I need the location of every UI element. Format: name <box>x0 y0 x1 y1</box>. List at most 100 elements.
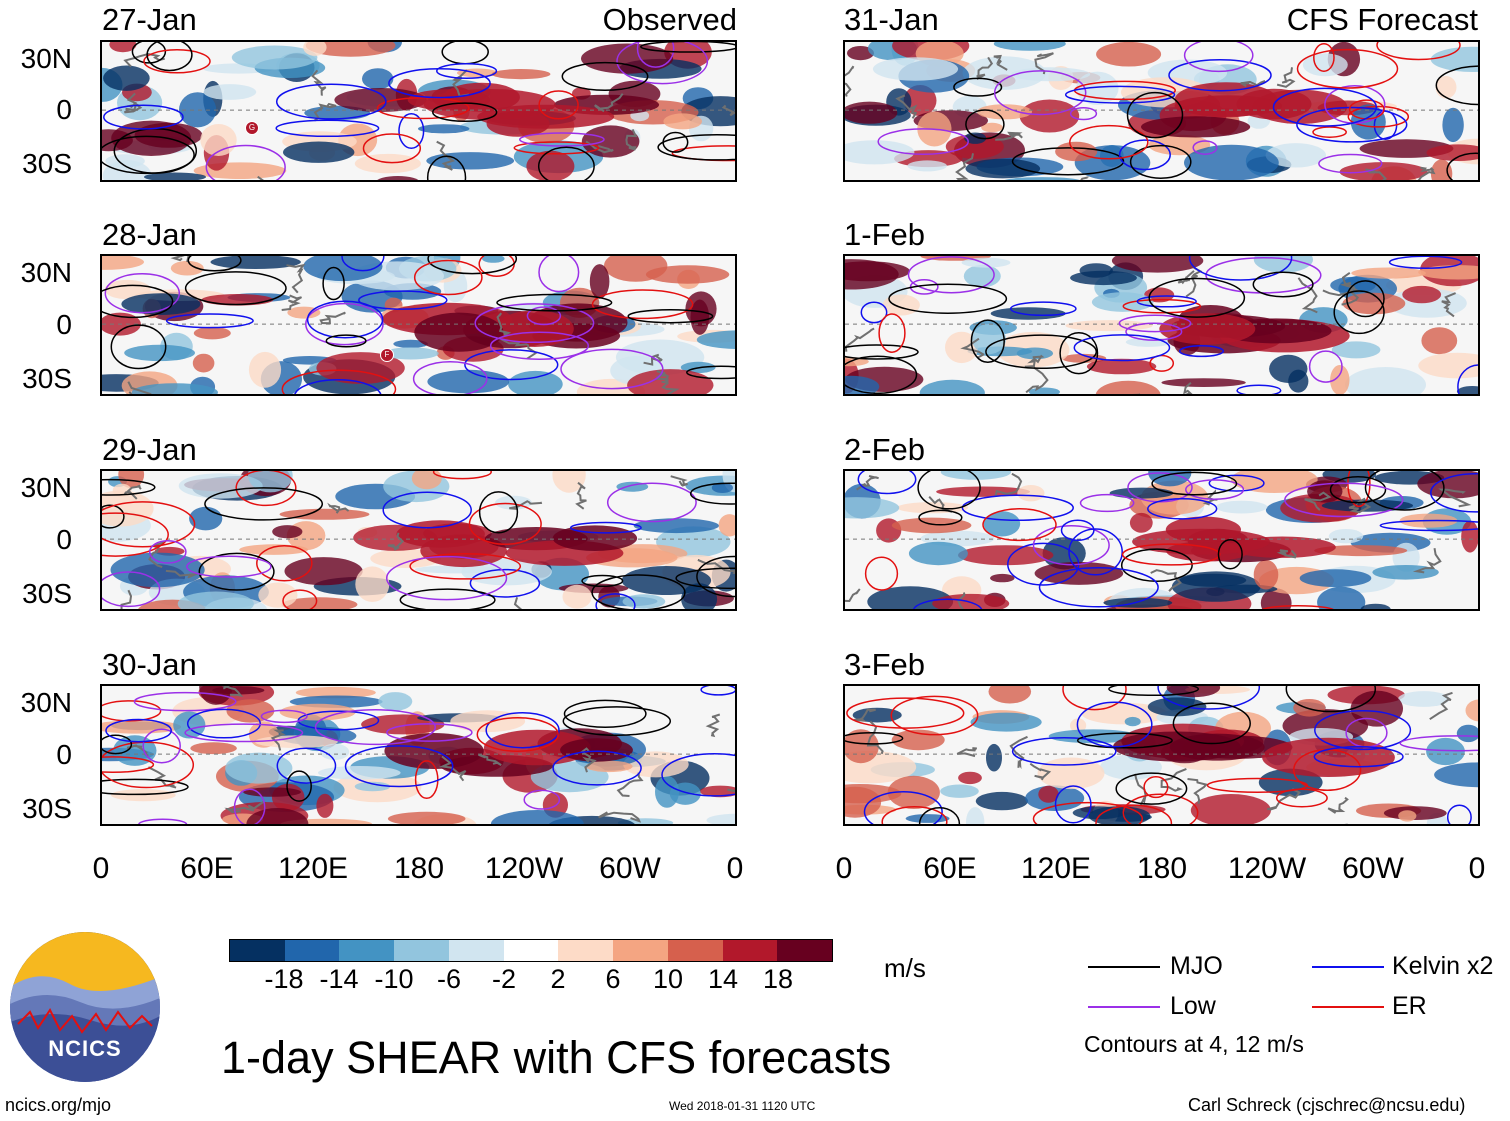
shear-anomaly-area <box>1339 162 1428 180</box>
shear-anomaly-area <box>1430 46 1478 72</box>
wave-contour <box>146 42 193 72</box>
lon-label-180: 180 <box>393 852 445 885</box>
wave-contour <box>1032 524 1110 566</box>
shear-anomaly-area <box>124 344 195 362</box>
shear-anomaly-area <box>1215 500 1268 514</box>
shear-anomaly-area <box>247 471 293 493</box>
shear-anomaly-area <box>1330 365 1350 394</box>
wave-contour <box>105 718 172 743</box>
wave-contour <box>1168 58 1272 92</box>
wave-contour <box>1069 124 1149 160</box>
wave-contour <box>485 711 560 749</box>
shear-anomaly-area <box>255 735 338 748</box>
panel-date-28jan: 28-Jan <box>102 217 197 252</box>
legend-label-er: ER <box>1392 992 1427 1020</box>
coastline <box>1034 52 1054 75</box>
wave-contour <box>102 504 125 529</box>
wave-contour <box>496 293 613 312</box>
shear-anomaly-area <box>102 720 182 734</box>
shear-anomaly-area <box>387 811 466 824</box>
lat-label-30s: 30S <box>22 793 72 824</box>
shear-anomaly-area <box>1141 116 1251 138</box>
shear-anomaly-area <box>845 497 900 519</box>
wave-contour <box>1068 528 1123 576</box>
coastline <box>594 93 624 113</box>
wave-contour <box>982 508 1057 542</box>
shear-anomaly-area <box>1317 586 1366 609</box>
wave-contour <box>857 471 917 495</box>
shear-anomaly-area <box>1028 387 1060 394</box>
shear-anomaly-area <box>495 310 574 347</box>
shear-anomaly-area <box>633 518 719 534</box>
coastline <box>127 381 152 394</box>
coastline <box>845 65 855 97</box>
shear-anomaly-area <box>305 42 396 57</box>
shear-anomaly-area <box>1147 697 1207 717</box>
shear-anomaly-area <box>1288 369 1309 393</box>
shear-anomaly-area <box>562 584 592 609</box>
coastline <box>509 500 543 510</box>
shear-anomaly-area <box>706 813 735 824</box>
coastline <box>1441 292 1456 318</box>
wave-contour <box>537 146 595 180</box>
coastline <box>616 772 644 797</box>
shear-anomaly-area <box>1314 545 1408 557</box>
shear-anomaly-area <box>239 544 309 555</box>
coastline <box>575 481 587 510</box>
wave-contour <box>432 471 492 480</box>
coastline <box>311 69 327 96</box>
lon-label-60e: 60E <box>180 852 234 885</box>
wave-contour <box>513 141 600 155</box>
coastline <box>705 713 721 738</box>
wave-contour <box>1272 87 1378 127</box>
shear-anomaly-area <box>411 471 442 490</box>
coastline <box>1276 549 1297 559</box>
wave-contour <box>662 131 689 153</box>
shear-anomaly-area <box>907 160 947 172</box>
shear-anomaly-area <box>1360 603 1391 609</box>
shear-anomaly-area <box>231 45 318 70</box>
shear-anomaly-area <box>177 591 254 609</box>
shear-anomaly-area <box>105 154 145 168</box>
wave-contour <box>399 588 496 609</box>
wave-contour <box>436 63 498 79</box>
wave-contour <box>235 471 297 507</box>
colorbar-units: m/s <box>884 953 926 983</box>
wave-contour <box>1125 322 1183 341</box>
shear-anomaly-area <box>426 152 515 170</box>
panel-date-1feb: 1-Feb <box>844 217 925 252</box>
wave-contour <box>845 344 919 360</box>
wave-contour <box>1435 65 1478 106</box>
shear-anomaly-area <box>1065 320 1153 332</box>
shear-anomaly-area <box>1328 529 1364 544</box>
wave-contour <box>186 555 272 578</box>
wave-contour <box>184 271 287 306</box>
shear-anomaly-area <box>131 383 218 394</box>
lon-label-0: 0 <box>835 852 853 885</box>
footer-url[interactable]: ncics.org/mjo <box>5 1095 112 1115</box>
shear-anomaly-area <box>986 743 1002 772</box>
wave-contour <box>1208 474 1265 492</box>
wave-contour <box>412 360 488 394</box>
wave-contour <box>474 303 595 344</box>
shear-anomaly-area <box>526 150 575 180</box>
wave-contour <box>1318 153 1383 174</box>
wave-contour <box>1275 788 1328 808</box>
wave-contour <box>1192 140 1218 155</box>
wave-contour <box>1188 256 1293 281</box>
panel-date-31jan: 31-Jan <box>844 2 939 37</box>
lon-label-120w: 120W <box>484 852 564 885</box>
shear-anomaly-area <box>193 326 231 340</box>
map-panel-28jan <box>100 254 737 396</box>
colorbar-tick: 6 <box>605 964 621 994</box>
shear-anomaly-area <box>144 172 206 180</box>
lon-label-180: 180 <box>1136 852 1188 885</box>
shear-anomaly-area <box>320 743 350 760</box>
panel-date-3feb: 3-Feb <box>844 647 925 682</box>
wave-contour <box>526 306 562 326</box>
shear-anomaly-area <box>852 707 902 723</box>
shear-anomaly-area <box>508 370 563 394</box>
shear-anomaly-area <box>355 566 390 602</box>
coastline <box>721 104 735 117</box>
storm-marker-g: G <box>245 121 259 135</box>
